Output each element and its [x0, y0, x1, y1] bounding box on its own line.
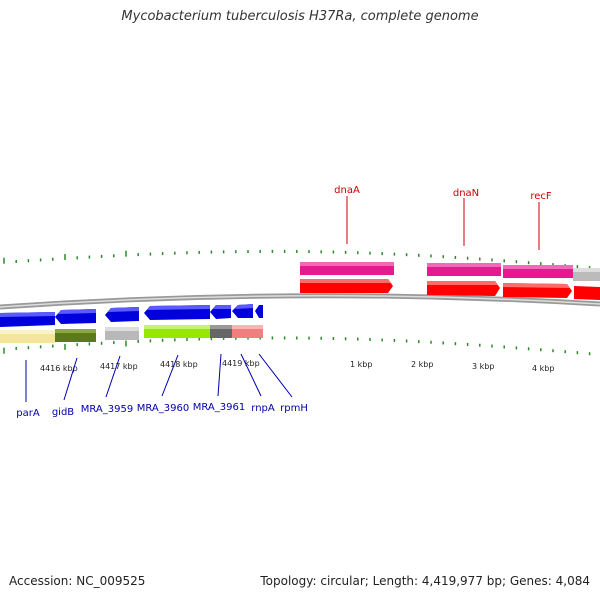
rpmH-arrow: [255, 305, 263, 318]
rnpA-leader: [240, 353, 262, 397]
gene-label-parA: parA: [16, 408, 40, 419]
gene-label-rnpA: rnpA: [251, 403, 275, 414]
MRA_3959-leader: [105, 355, 121, 398]
genome-backbone-highlight: [0, 294, 600, 308]
gene-label-MRA_3961: MRA_3961: [193, 402, 245, 413]
forward-category-track: [300, 262, 600, 281]
tick-label-4419kbp: 4419 kbp: [222, 359, 260, 368]
scale-ticks: [3, 336, 591, 356]
tick-label-4417kbp: 4417 kbp: [100, 362, 138, 371]
gene-label-rpmH: rpmH: [280, 403, 308, 414]
MRA_3960-leader: [161, 354, 179, 397]
tick-label-1kbp: 1 kbp: [350, 360, 372, 369]
forward-gene-track: [300, 279, 600, 300]
gidB-leader: [63, 357, 78, 401]
tick-label-4416kbp: 4416 kbp: [40, 364, 78, 373]
rpmH-leader: [258, 353, 293, 398]
gene-label-dnaN: dnaN: [453, 188, 479, 199]
reverse-gene-track: [0, 304, 263, 327]
tick-label-4kbp: 4 kbp: [532, 364, 554, 373]
next-gene-arrow: [574, 286, 600, 300]
tick-dots: [3, 249, 591, 270]
forward-gene-labels: dnaA dnaN recF: [334, 185, 552, 250]
tick-label-2kbp: 2 kbp: [411, 360, 433, 369]
genome-summary-text: Topology: circular; Length: 4,419,977 bp…: [260, 574, 590, 588]
gene-label-MRA_3960: MRA_3960: [137, 403, 189, 414]
tick-labels: 4416 kbp 4417 kbp 4418 kbp 4419 kbp 1 kb…: [40, 359, 554, 373]
tick-label-4418kbp: 4418 kbp: [160, 360, 198, 369]
gene-label-gidB: gidB: [52, 407, 74, 418]
accession-text: Accession: NC_009525: [9, 574, 146, 588]
reverse-category-track: [0, 325, 263, 343]
tick-label-3kbp: 3 kbp: [472, 362, 494, 371]
reverse-gene-labels: parA gidB MRA_3959 MRA_3960 MRA_3961 rnp…: [16, 353, 308, 419]
gene-label-dnaA: dnaA: [334, 185, 360, 196]
gene-label-recF: recF: [530, 191, 552, 202]
MRA_3961-leader: [217, 353, 222, 397]
gene-label-MRA_3959: MRA_3959: [81, 404, 133, 415]
map-title: Mycobacterium tuberculosis H37Ra, comple…: [121, 9, 479, 24]
